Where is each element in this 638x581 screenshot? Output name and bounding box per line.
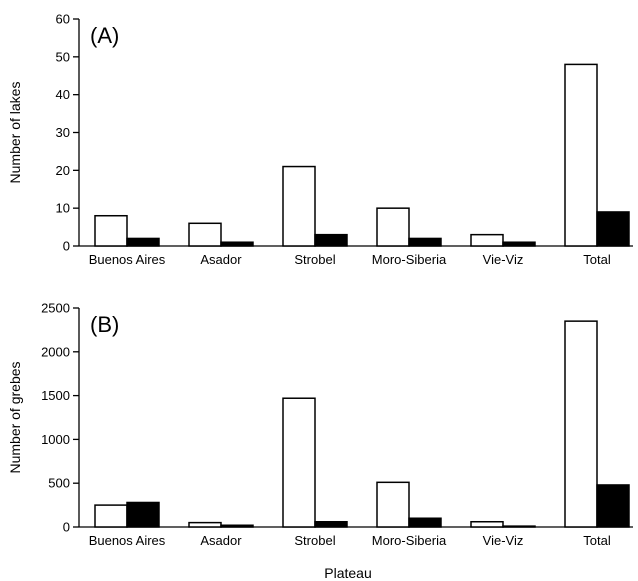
chart-panel-b: 0 500 1000 1500 2000 2500 Number of grebes (B) B… [7, 301, 633, 581]
bar-open [188, 521, 222, 528]
chart-panel-a: 0 10 20 30 40 50 60 Number of lakes (A) Buenos Ai… [7, 12, 633, 267]
y-tick-label: 0 [63, 520, 70, 535]
y-tick-label: 2500 [41, 301, 70, 316]
y-tick-label: 1000 [41, 432, 70, 447]
y-axis-title: Number of lakes [7, 82, 23, 184]
y-tick-label: 500 [48, 476, 70, 491]
bar-filled [220, 241, 254, 247]
y-tick-label: 20 [56, 163, 70, 178]
x-tick-label: Moro-Siberia [372, 533, 447, 548]
x-tick-label: Total [583, 252, 611, 267]
bar-filled [502, 525, 536, 528]
x-tick-label: Moro-Siberia [372, 252, 447, 267]
bar-filled [408, 237, 442, 247]
bar-filled [126, 237, 160, 247]
bar-filled [596, 484, 630, 528]
bar-filled [314, 520, 348, 528]
panel-label: (A) [90, 23, 119, 48]
bar-open [470, 233, 504, 247]
bar-open [282, 397, 316, 528]
y-tick-label: 2000 [41, 344, 70, 359]
bar-open [188, 222, 222, 247]
y-tick-label: 1500 [41, 388, 70, 403]
x-tick-label: Buenos Aires [89, 252, 166, 267]
x-tick-label: Strobel [294, 533, 335, 548]
x-tick-label: Asador [200, 252, 242, 267]
panel-label: (B) [90, 312, 119, 337]
bar-filled [596, 211, 630, 247]
x-tick-label: Asador [200, 533, 242, 548]
x-tick-label: Buenos Aires [89, 533, 166, 548]
bar-filled [502, 241, 536, 247]
bar-open [376, 481, 410, 528]
bar-open [564, 63, 598, 247]
x-axis-title: Plateau [324, 565, 371, 581]
y-tick-label: 40 [56, 87, 70, 102]
y-tick-label: 0 [63, 239, 70, 254]
x-tick-label: Total [583, 533, 611, 548]
bar-filled [314, 233, 348, 247]
bar-open [470, 520, 504, 528]
bar-open [94, 214, 128, 247]
x-tick-label: Strobel [294, 252, 335, 267]
bar-open [564, 320, 598, 528]
y-tick-label: 60 [56, 12, 70, 27]
y-tick-label: 10 [56, 201, 70, 216]
bar-filled [408, 517, 442, 528]
y-axis-title: Number of grebes [7, 361, 23, 473]
bar-open [94, 504, 128, 528]
bar-open [376, 207, 410, 247]
x-tick-label: Vie-Viz [483, 252, 524, 267]
y-tick-label: 50 [56, 49, 70, 64]
y-tick-label: 30 [56, 125, 70, 140]
bar-filled [220, 524, 254, 528]
x-tick-label: Vie-Viz [483, 533, 524, 548]
bar-open [282, 165, 316, 247]
bar-filled [126, 501, 160, 528]
